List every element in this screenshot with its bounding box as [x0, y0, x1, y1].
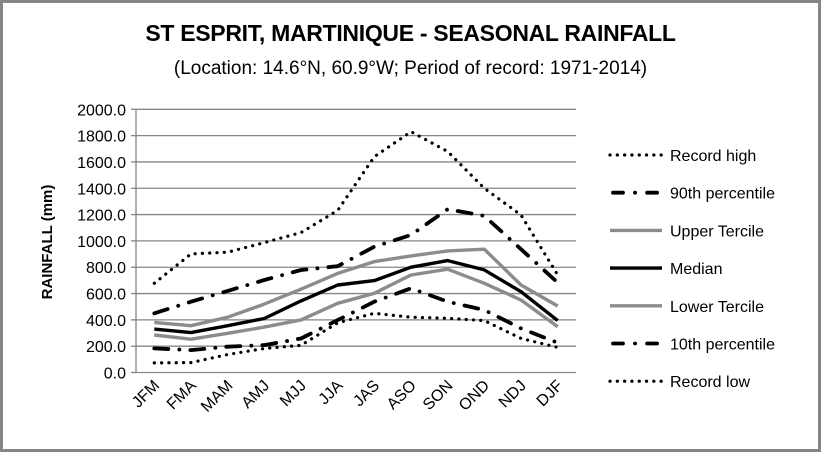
series-line-median [154, 258, 559, 335]
series-line-record-low [152, 311, 560, 365]
x-tick-label: DJF [534, 377, 567, 410]
series-lines [152, 130, 560, 365]
chart-title: ST ESPRIT, MARTINIQUE - SEASONAL RAINFAL… [145, 20, 676, 46]
x-tick-label: JJA [316, 377, 347, 408]
legend-item: Upper Tercile [610, 223, 764, 240]
x-tick-label: SON [420, 377, 457, 414]
x-tick-label: JFM [129, 377, 163, 411]
y-tick-labels: 0.0 200.0 400.0 600.0 800.0 1000.0 1200.0 1400.… [77, 102, 126, 382]
legend-label: 90th percentile [670, 186, 775, 203]
legend-item: 10th percentile [611, 337, 775, 354]
y-tick-label: 2000.0 [77, 102, 126, 119]
x-tick-label: NDJ [496, 377, 530, 411]
y-tick-label: 0.0 [104, 366, 126, 383]
legend-label: Record high [670, 148, 756, 165]
x-tick-label: OND [456, 377, 493, 414]
x-tick-label: AMJ [239, 377, 274, 412]
series-line-upper-tercile [154, 247, 559, 328]
series-line-record-high [152, 130, 560, 285]
legend-item: Record high [608, 148, 756, 165]
y-tick-label: 1600.0 [77, 155, 126, 172]
y-axis-label: RAINFALL (mm) [39, 185, 56, 300]
legend: Record high 90th percentile Upper Tercile M… [608, 148, 775, 391]
legend-item: Record low [608, 374, 750, 391]
y-tick-label: 1000.0 [77, 234, 126, 251]
y-tick-label: 1800.0 [77, 129, 126, 146]
legend-label: Lower Tercile [670, 299, 764, 316]
y-tick-label: 800.0 [86, 260, 126, 277]
x-tick-label: ASO [384, 377, 420, 413]
legend-label: Record low [670, 374, 750, 391]
y-tick-label: 200.0 [86, 339, 126, 356]
legend-label: Upper Tercile [670, 223, 764, 240]
x-tick-label: MJJ [277, 377, 310, 410]
y-tick-label: 400.0 [86, 313, 126, 330]
y-tick-label: 1200.0 [77, 208, 126, 225]
x-tick-label: JAS [350, 377, 383, 410]
y-tick-label: 600.0 [86, 287, 126, 304]
legend-label: Median [670, 261, 722, 278]
legend-item: Lower Tercile [610, 299, 764, 316]
series-line-lower-tercile [154, 267, 559, 341]
x-tick-label: FMA [164, 377, 200, 413]
chart-subtitle: (Location: 14.6°N, 60.9°W; Period of rec… [173, 58, 648, 79]
legend-item: 90th percentile [611, 186, 775, 203]
x-tick-label: MAM [198, 377, 236, 415]
series-line-90th-percentile [152, 207, 560, 316]
y-tick-label: 1400.0 [77, 181, 126, 198]
legend-label: 10th percentile [670, 337, 775, 354]
legend-item: Median [610, 261, 722, 278]
